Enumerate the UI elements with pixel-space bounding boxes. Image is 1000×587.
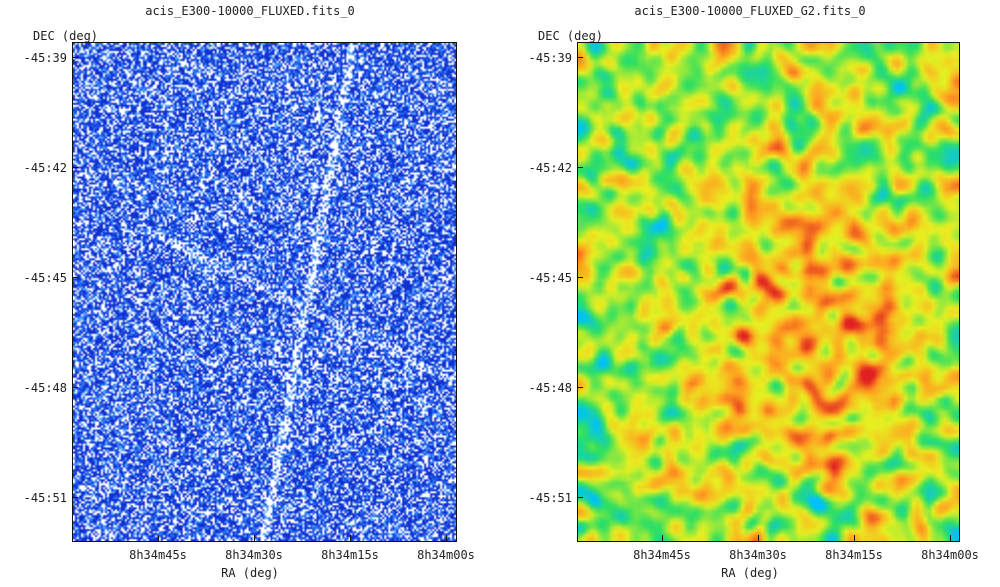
xtick-mark	[254, 535, 255, 541]
right-ytick-label: -45:45	[528, 271, 572, 285]
ytick-mark	[72, 277, 78, 278]
ytick-mark	[577, 387, 583, 388]
right-xtick-label: 8h34m45s	[633, 548, 691, 562]
xtick-mark	[758, 535, 759, 541]
left-ra-axis-label: RA (deg)	[221, 566, 279, 580]
left-image-frame[interactable]	[72, 42, 457, 542]
xtick-mark	[158, 535, 159, 541]
right-xtick-label: 8h34m30s	[729, 548, 787, 562]
left-xtick-label: 8h34m15s	[321, 548, 379, 562]
right-image-title: acis_E300-10000_FLUXED_G2.fits_0	[634, 4, 866, 18]
left-xtick-label: 8h34m30s	[225, 548, 283, 562]
ytick-mark	[577, 167, 583, 168]
right-ytick-label: -45:48	[528, 381, 572, 395]
right-image-panel: acis_E300-10000_FLUXED_G2.fits_0 DEC (de…	[500, 0, 1000, 587]
ytick-mark	[577, 277, 583, 278]
right-xtick-label: 8h34m15s	[825, 548, 883, 562]
left-image-panel: acis_E300-10000_FLUXED.fits_0 DEC (deg) …	[23, 4, 475, 580]
xtick-mark	[662, 535, 663, 541]
right-ytick-label: -45:51	[528, 491, 572, 505]
ytick-mark	[72, 497, 78, 498]
right-ytick-label: -45:39	[528, 51, 572, 65]
right-ra-axis-label: RA (deg)	[721, 566, 779, 580]
right-dec-axis-label: DEC (deg)	[538, 29, 604, 43]
left-ytick-label: -45:42	[23, 161, 67, 175]
xtick-mark	[950, 535, 951, 541]
left-ytick-label: -45:39	[23, 51, 67, 65]
ytick-mark	[577, 497, 583, 498]
ytick-mark	[72, 57, 78, 58]
left-dec-axis-label: DEC (deg)	[33, 29, 99, 43]
ytick-mark	[577, 57, 583, 58]
ytick-mark	[72, 387, 78, 388]
right-fits-image[interactable]	[578, 43, 959, 541]
left-ytick-label: -45:51	[23, 491, 67, 505]
left-ytick-label: -45:45	[23, 271, 67, 285]
right-ytick-label: -45:42	[528, 161, 572, 175]
left-xtick-label: 8h34m00s	[417, 548, 475, 562]
xtick-mark	[350, 535, 351, 541]
right-xtick-label: 8h34m00s	[921, 548, 979, 562]
left-image-title: acis_E300-10000_FLUXED.fits_0	[145, 4, 355, 18]
right-image-frame[interactable]	[577, 42, 960, 542]
left-ytick-label: -45:48	[23, 381, 67, 395]
xtick-mark	[446, 535, 447, 541]
left-xtick-label: 8h34m45s	[129, 548, 187, 562]
xtick-mark	[854, 535, 855, 541]
left-fits-image[interactable]	[73, 43, 456, 541]
ytick-mark	[72, 167, 78, 168]
